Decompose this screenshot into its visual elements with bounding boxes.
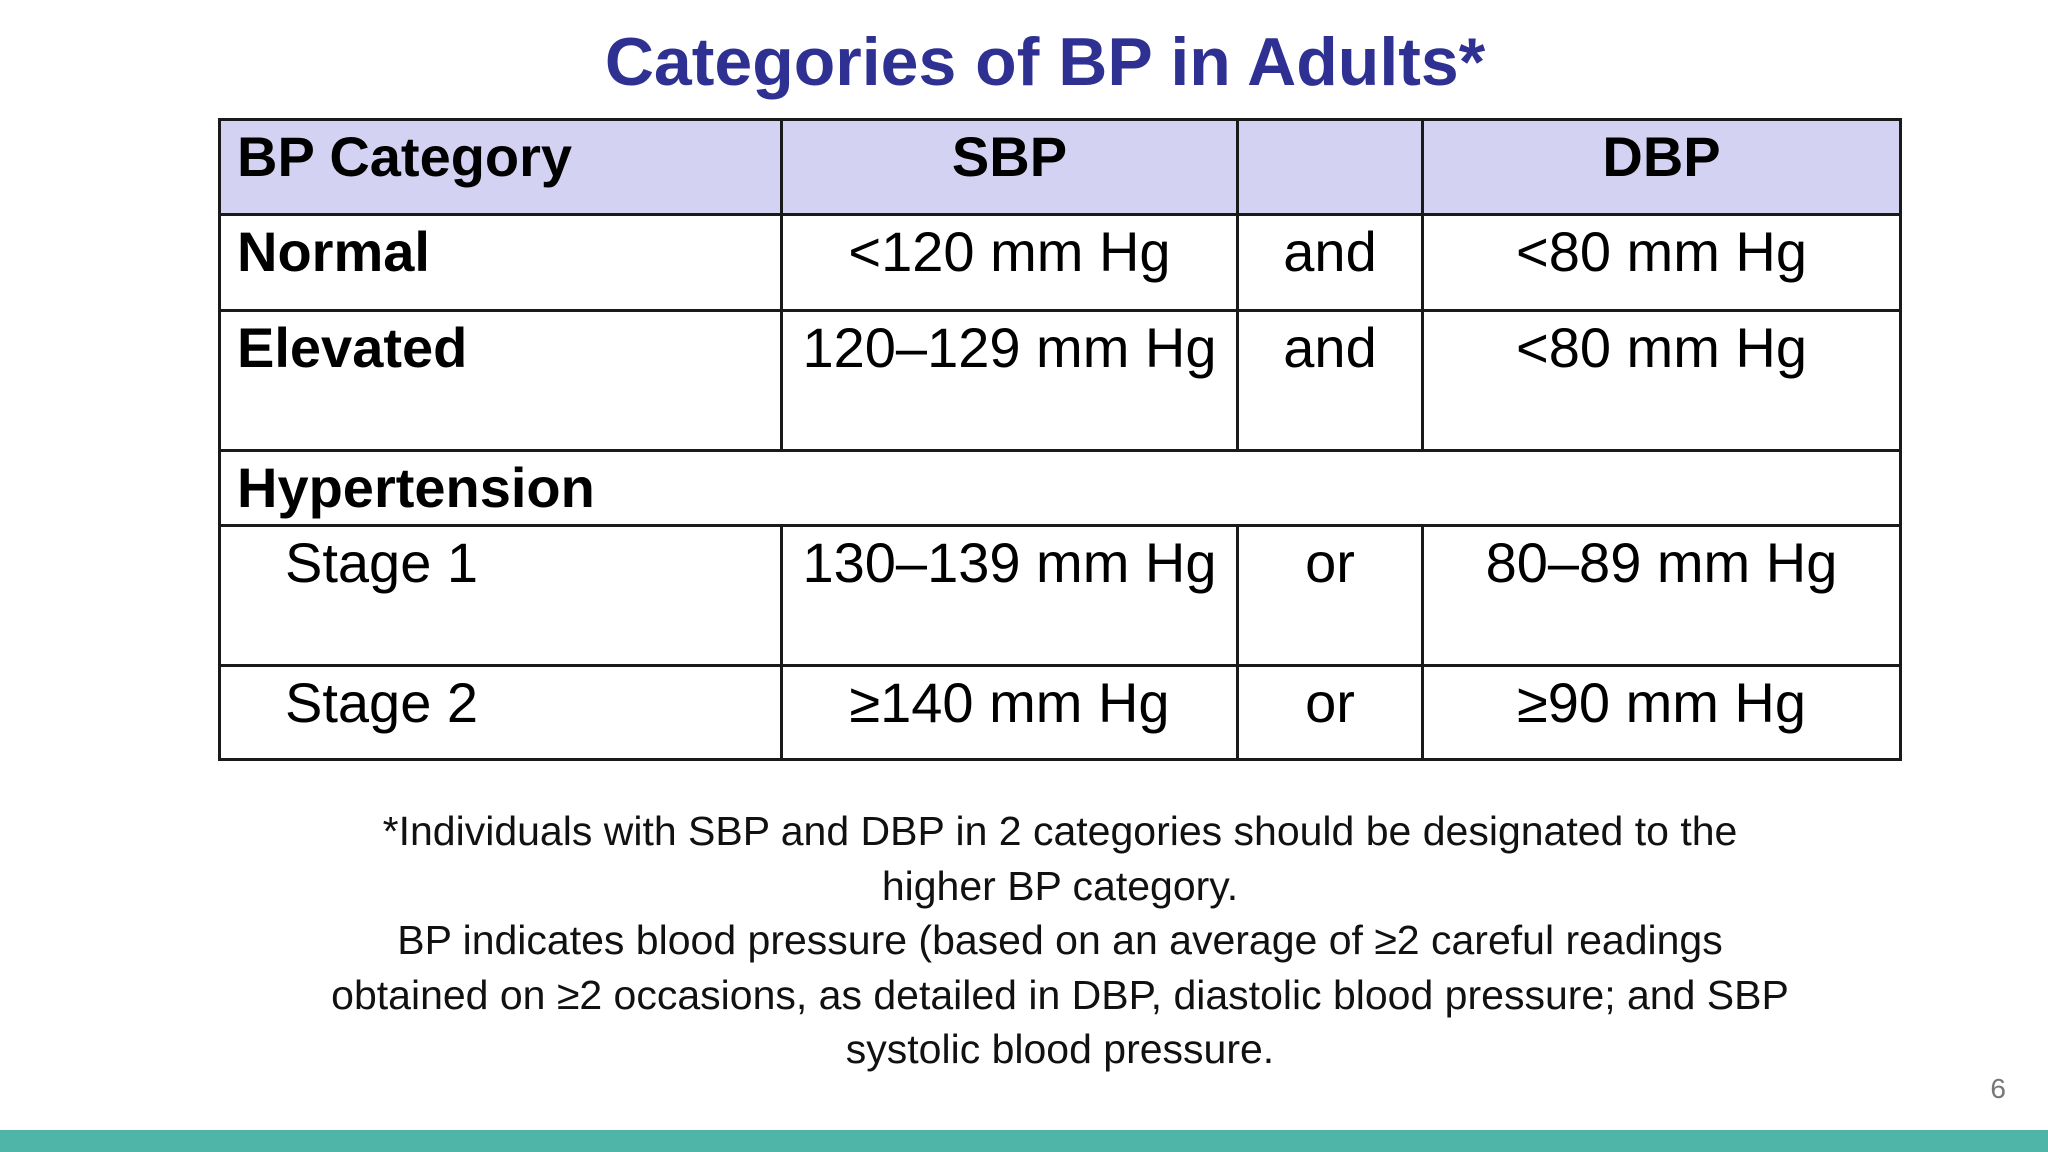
header-conjunction — [1236, 118, 1424, 216]
conj-stage-2: or — [1236, 664, 1424, 761]
bp-category-table: BP Category SBP DBP Normal <120 mm Hg an… — [218, 118, 1902, 761]
footnote-line: systolic blood pressure. — [845, 1026, 1275, 1072]
table-row: Hypertension — [218, 449, 1902, 527]
category-stage-2: Stage 2 — [218, 664, 783, 761]
conj-normal: and — [1236, 213, 1424, 312]
header-dbp: DBP — [1421, 118, 1902, 216]
footnote-line: BP indicates blood pressure (based on an… — [397, 917, 1723, 963]
table-header-row: BP Category SBP DBP — [218, 118, 1902, 216]
footnote: *Individuals with SBP and DBP in 2 categ… — [220, 804, 1900, 1077]
dbp-stage-2: ≥90 mm Hg — [1421, 664, 1902, 761]
conj-elevated: and — [1236, 309, 1424, 452]
category-stage-1: Stage 1 — [218, 524, 783, 667]
table-row: Normal <120 mm Hg and <80 mm Hg — [218, 213, 1902, 312]
sbp-elevated: 120–129 mm Hg — [780, 309, 1239, 452]
slide-title: Categories of BP in Adults* — [604, 24, 1486, 100]
table-row: Stage 2 ≥140 mm Hg or ≥90 mm Hg — [218, 664, 1902, 761]
sbp-stage-2: ≥140 mm Hg — [780, 664, 1239, 761]
dbp-elevated: <80 mm Hg — [1421, 309, 1902, 452]
dbp-normal: <80 mm Hg — [1421, 213, 1902, 312]
category-normal: Normal — [218, 213, 783, 312]
bottom-accent-bar — [0, 1130, 2048, 1152]
header-bp-category: BP Category — [218, 118, 783, 216]
sbp-normal: <120 mm Hg — [780, 213, 1239, 312]
category-hypertension: Hypertension — [218, 449, 1902, 527]
table-row: Elevated 120–129 mm Hg and <80 mm Hg — [218, 309, 1902, 452]
footnote-line: obtained on ≥2 occasions, as detailed in… — [331, 971, 1789, 1018]
page-number: 6 — [1990, 1073, 2006, 1104]
footnote-line: *Individuals with SBP and DBP in 2 categ… — [382, 808, 1738, 854]
conj-stage-1: or — [1236, 524, 1424, 667]
category-elevated: Elevated — [218, 309, 783, 452]
table-row: Stage 1 130–139 mm Hg or 80–89 mm Hg — [218, 524, 1902, 667]
header-sbp: SBP — [780, 118, 1239, 216]
footnote-line: higher BP category. — [881, 862, 1239, 909]
sbp-stage-1: 130–139 mm Hg — [780, 524, 1239, 667]
dbp-stage-1: 80–89 mm Hg — [1421, 524, 1902, 667]
